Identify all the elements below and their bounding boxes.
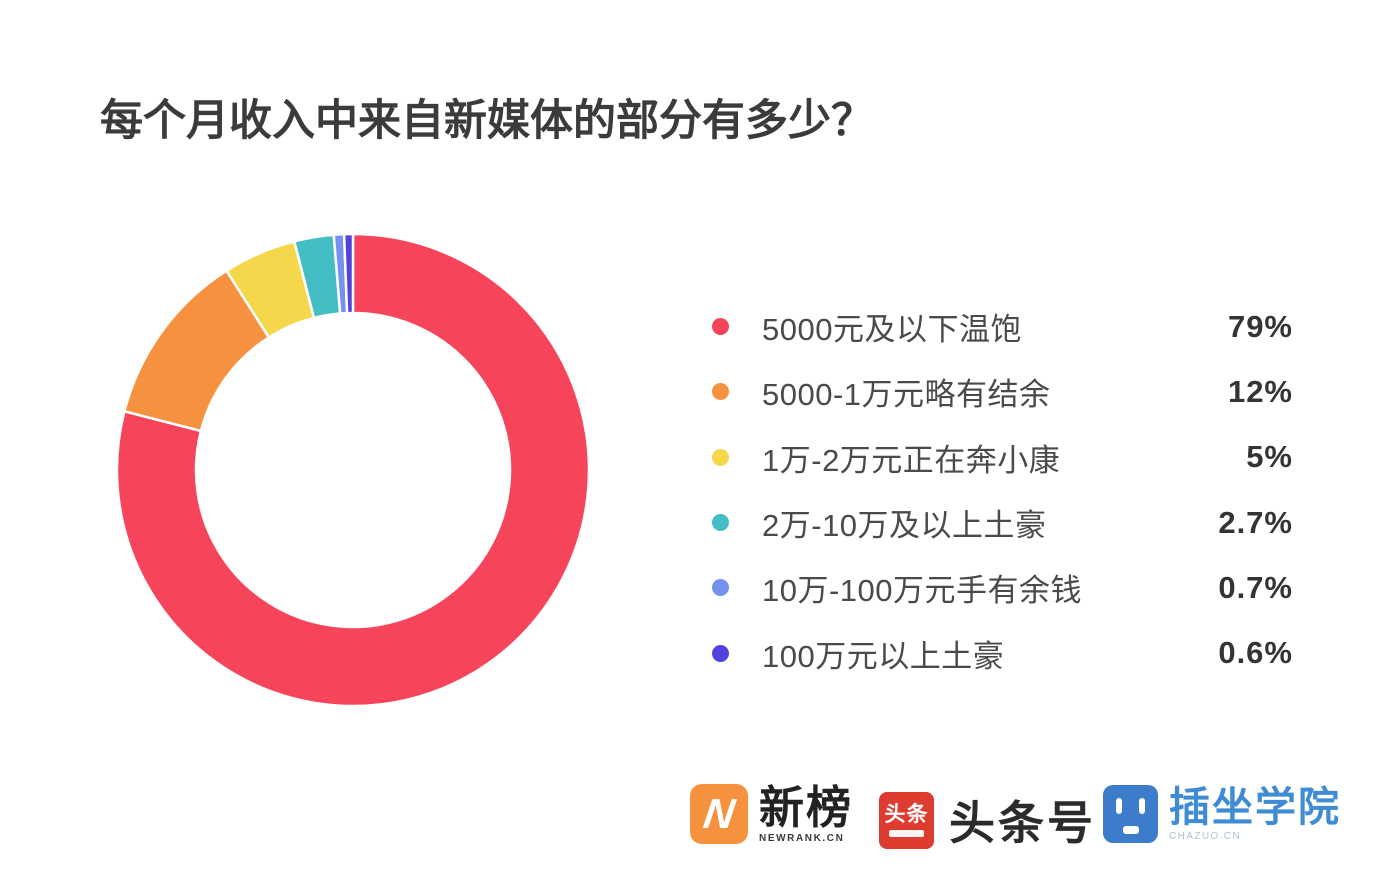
legend-color-dot: [712, 579, 729, 597]
donut-chart: [115, 232, 591, 708]
newrank-n-icon: N: [690, 784, 748, 844]
legend-label: 2万-10万及以上土豪: [762, 508, 1047, 544]
chazuo-mouth-icon: [1122, 826, 1139, 834]
legend: 5000元及以下温饱 79% 5000-1万元略有结余 12% 1万-2万元正在…: [712, 294, 1293, 686]
toutiao-icon-text: 头条: [884, 802, 929, 826]
newrank-logo-text: 新榜: [759, 782, 854, 834]
legend-label: 100万元以上土豪: [762, 638, 1005, 674]
legend-item: 5000-1万元略有结余 12%: [712, 359, 1293, 424]
legend-color-dot: [712, 644, 729, 662]
legend-color-dot: [712, 318, 729, 336]
legend-value: 5%: [1246, 439, 1293, 475]
chazuo-logo: 插坐学院 CHAZUO.CN: [1103, 785, 1341, 843]
legend-label: 5000元及以下温饱: [762, 312, 1022, 348]
chazuo-eye-icon: [1139, 798, 1145, 814]
legend-color-dot: [712, 383, 729, 401]
chazuo-face-icon: [1103, 785, 1158, 843]
chart-title: 每个月收入中来自新媒体的部分有多少？: [100, 97, 874, 145]
legend-item: 1万-2万元正在奔小康 5%: [712, 425, 1293, 490]
legend-label: 10万-100万元手有余钱: [762, 573, 1083, 609]
legend-label: 5000-1万元略有结余: [762, 377, 1051, 413]
legend-item: 5000元及以下温饱 79%: [712, 294, 1293, 359]
chazuo-logo-subtext: CHAZUO.CN: [1169, 830, 1242, 842]
legend-color-dot: [712, 448, 729, 466]
chazuo-eye-icon: [1116, 798, 1122, 814]
legend-item: 100万元以上土豪 0.6%: [712, 620, 1293, 685]
toutiao-logo-text: 头条号: [949, 797, 1096, 849]
legend-value: 79%: [1227, 308, 1293, 344]
legend-value: 12%: [1227, 373, 1293, 409]
newrank-n-letter: N: [700, 790, 738, 837]
legend-label: 1万-2万元正在奔小康: [762, 442, 1061, 478]
legend-value: 0.6%: [1218, 635, 1293, 671]
legend-color-dot: [712, 514, 729, 532]
chazuo-logo-text: 插坐学院: [1169, 784, 1341, 831]
legend-value: 0.7%: [1218, 569, 1293, 605]
toutiao-icon-band: [889, 829, 924, 837]
newrank-logo-subtext: NEWRANK.CN: [759, 832, 845, 844]
donut-segment-0: [115, 232, 591, 708]
legend-item: 10万-100万元手有余钱 0.7%: [712, 555, 1293, 620]
newrank-logo: N 新榜 NEWRANK.CN: [690, 784, 853, 844]
legend-value: 2.7%: [1218, 504, 1293, 540]
legend-item: 2万-10万及以上土豪 2.7%: [712, 490, 1293, 555]
toutiao-logo: 头条 头条号: [879, 787, 1096, 853]
donut-chart-svg: [115, 232, 591, 708]
toutiao-icon: 头条: [879, 791, 934, 849]
donut-segment-5: [342, 232, 355, 315]
